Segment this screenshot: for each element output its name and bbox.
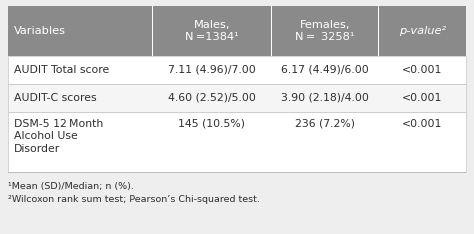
Text: Females,
N = 3258¹: Females, N = 3258¹ [295, 20, 355, 42]
Text: <0.001: <0.001 [402, 119, 443, 129]
Bar [8, 6, 466, 56]
Text: Males,
N =1384¹: Males, N =1384¹ [185, 20, 238, 42]
Text: ²Wilcoxon rank sum test; Pearson’s Chi-squared test.: ²Wilcoxon rank sum test; Pearson’s Chi-s… [8, 195, 260, 204]
Text: <0.001: <0.001 [402, 65, 443, 75]
Text: 145 (10.5%): 145 (10.5%) [178, 119, 246, 129]
Text: 4.60 (2.52)/5.00: 4.60 (2.52)/5.00 [168, 93, 256, 103]
Text: <0.001: <0.001 [402, 93, 443, 103]
Text: Variables: Variables [14, 26, 66, 36]
Bar [8, 172, 466, 173]
Bar [8, 112, 466, 172]
Bar [8, 56, 466, 84]
Bar [378, 6, 380, 56]
Text: AUDIT Total score: AUDIT Total score [14, 65, 109, 75]
Text: AUDIT-C scores: AUDIT-C scores [14, 93, 97, 103]
Text: 236 (7.2%): 236 (7.2%) [295, 119, 355, 129]
Text: ¹Mean (SD)/Median; n (%).: ¹Mean (SD)/Median; n (%). [8, 182, 134, 191]
Text: 7.11 (4.96)/7.00: 7.11 (4.96)/7.00 [168, 65, 255, 75]
Text: DSM-5 12 Month
Alcohol Use
Disorder: DSM-5 12 Month Alcohol Use Disorder [14, 119, 103, 154]
Text: p-value²: p-value² [399, 26, 446, 36]
Bar [271, 6, 272, 56]
Bar [152, 6, 153, 56]
Bar [8, 84, 466, 112]
Text: 3.90 (2.18)/4.00: 3.90 (2.18)/4.00 [281, 93, 369, 103]
Text: 6.17 (4.49)/6.00: 6.17 (4.49)/6.00 [281, 65, 369, 75]
